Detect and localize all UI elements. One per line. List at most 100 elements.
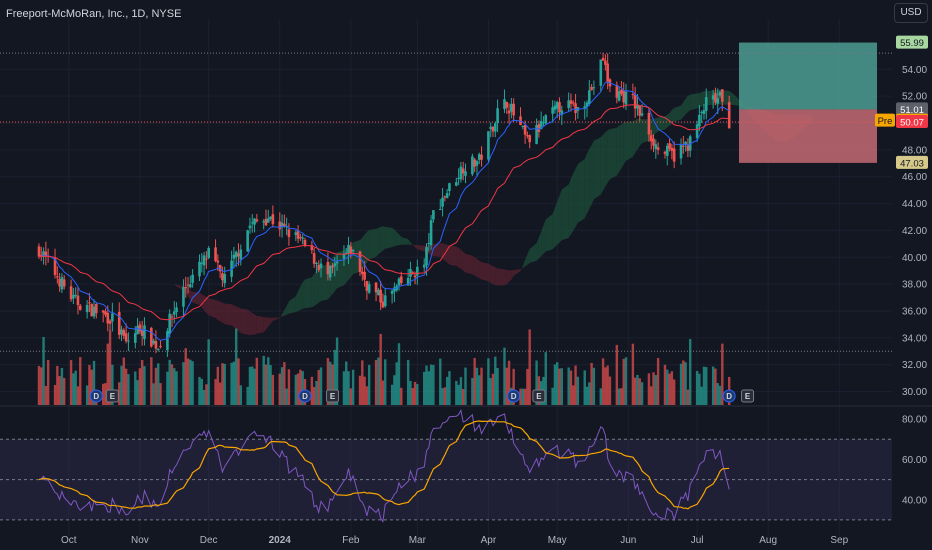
cloud-segment (428, 244, 432, 255)
event-label: E (745, 392, 751, 401)
candle-body (491, 126, 495, 132)
candle-body (294, 232, 298, 235)
volume-bar (590, 362, 593, 405)
earnings-marker[interactable]: E (532, 389, 546, 403)
cloud-segment (529, 243, 537, 263)
cloud-segment (444, 244, 448, 263)
candle-body (599, 59, 603, 86)
cloud-segment (126, 254, 129, 255)
cloud-segment (123, 254, 127, 256)
volume-bar (319, 367, 323, 405)
volume-bar (395, 362, 398, 405)
cloud-segment (121, 255, 124, 257)
volume-bar (556, 362, 559, 405)
dividend-marker[interactable]: D (298, 389, 312, 403)
volume-bar (496, 367, 499, 405)
rsi-pane[interactable] (0, 408, 892, 523)
candle-body (85, 304, 89, 313)
volume-bar (79, 357, 82, 405)
cloud-segment (410, 242, 413, 245)
candle-body (636, 104, 639, 109)
cloud-segment (176, 284, 184, 290)
cloud-segment (158, 274, 161, 277)
time-tick-label: Oct (61, 535, 77, 546)
candle-body (617, 91, 621, 101)
cloud-segment (222, 302, 225, 325)
candle-body (198, 261, 201, 277)
candle-body (455, 182, 458, 186)
candlesticks[interactable] (37, 52, 731, 357)
candle-body (248, 225, 252, 229)
currency-button[interactable]: USD (894, 3, 928, 23)
moving-averages (38, 81, 730, 341)
rsi-tick-label: 60.00 (902, 455, 927, 466)
candle-body (42, 251, 45, 257)
cloud-segment (655, 117, 659, 134)
cloud-segment (376, 227, 379, 257)
earnings-badge (105, 389, 119, 403)
candle-body (95, 304, 98, 314)
symbol-title[interactable]: Freeport-McMoRan, Inc., 1D, NYSE (6, 8, 182, 20)
candle-body (335, 261, 339, 264)
candle-body (406, 277, 410, 286)
volume-bar (136, 380, 139, 405)
dividend-marker[interactable]: D (89, 389, 103, 403)
dividend-marker[interactable]: D (722, 389, 736, 403)
price-tick-label: 32.00 (902, 360, 927, 371)
price-tick-label: 52.00 (902, 92, 927, 103)
candle-body (422, 264, 426, 268)
cloud-segment (699, 91, 702, 108)
long-position-tool[interactable] (739, 42, 877, 163)
cloud-segment (639, 118, 643, 146)
ema-fast-line (38, 81, 730, 341)
volume-bar (656, 357, 660, 405)
candle-body (221, 273, 224, 281)
candle-body (111, 313, 114, 322)
candle-body (175, 307, 178, 313)
cloud-segment (626, 121, 633, 161)
candle-body (640, 113, 644, 116)
volume-bar (106, 343, 109, 405)
volume-bar (640, 382, 644, 405)
dividend-badge (507, 389, 521, 403)
cloud-segment (155, 272, 159, 275)
volume-bar (487, 358, 490, 405)
candle-body (319, 263, 323, 269)
cloud-segment (522, 259, 526, 269)
earnings-badge (532, 389, 546, 403)
cloud-segment (440, 243, 443, 259)
volume-bar (159, 383, 162, 405)
volume-bar (296, 373, 300, 405)
time-tick-label: Feb (342, 535, 360, 546)
volume-bar (150, 357, 153, 405)
cloud-segment (171, 281, 175, 284)
earnings-marker[interactable]: E (741, 389, 755, 403)
volume-bar (576, 376, 580, 405)
earnings-marker[interactable]: E (105, 389, 119, 403)
volume-bar (377, 357, 380, 405)
earnings-marker[interactable]: E (325, 389, 339, 403)
candle-body (390, 290, 394, 294)
candle-body (507, 110, 511, 114)
candle-body (172, 311, 176, 315)
volume-bar (269, 365, 272, 405)
dividend-marker[interactable]: D (507, 389, 521, 403)
candle-body (560, 110, 564, 115)
price-tick-label: 30.00 (902, 387, 927, 398)
volume-bar (72, 373, 75, 405)
cloud-segment (236, 306, 239, 331)
cloud-segment (616, 125, 620, 176)
time-tick-label: Apr (481, 535, 497, 546)
volume-bar (310, 376, 314, 405)
volume-bar (478, 375, 481, 405)
volume-bar (118, 382, 121, 405)
volume-bar (140, 359, 144, 405)
price-tag-bg (896, 115, 928, 129)
candle-body (695, 124, 699, 138)
candle-body (445, 193, 449, 199)
volume-bar (267, 357, 270, 405)
candle-body (443, 196, 447, 198)
volume-bar (232, 361, 236, 405)
